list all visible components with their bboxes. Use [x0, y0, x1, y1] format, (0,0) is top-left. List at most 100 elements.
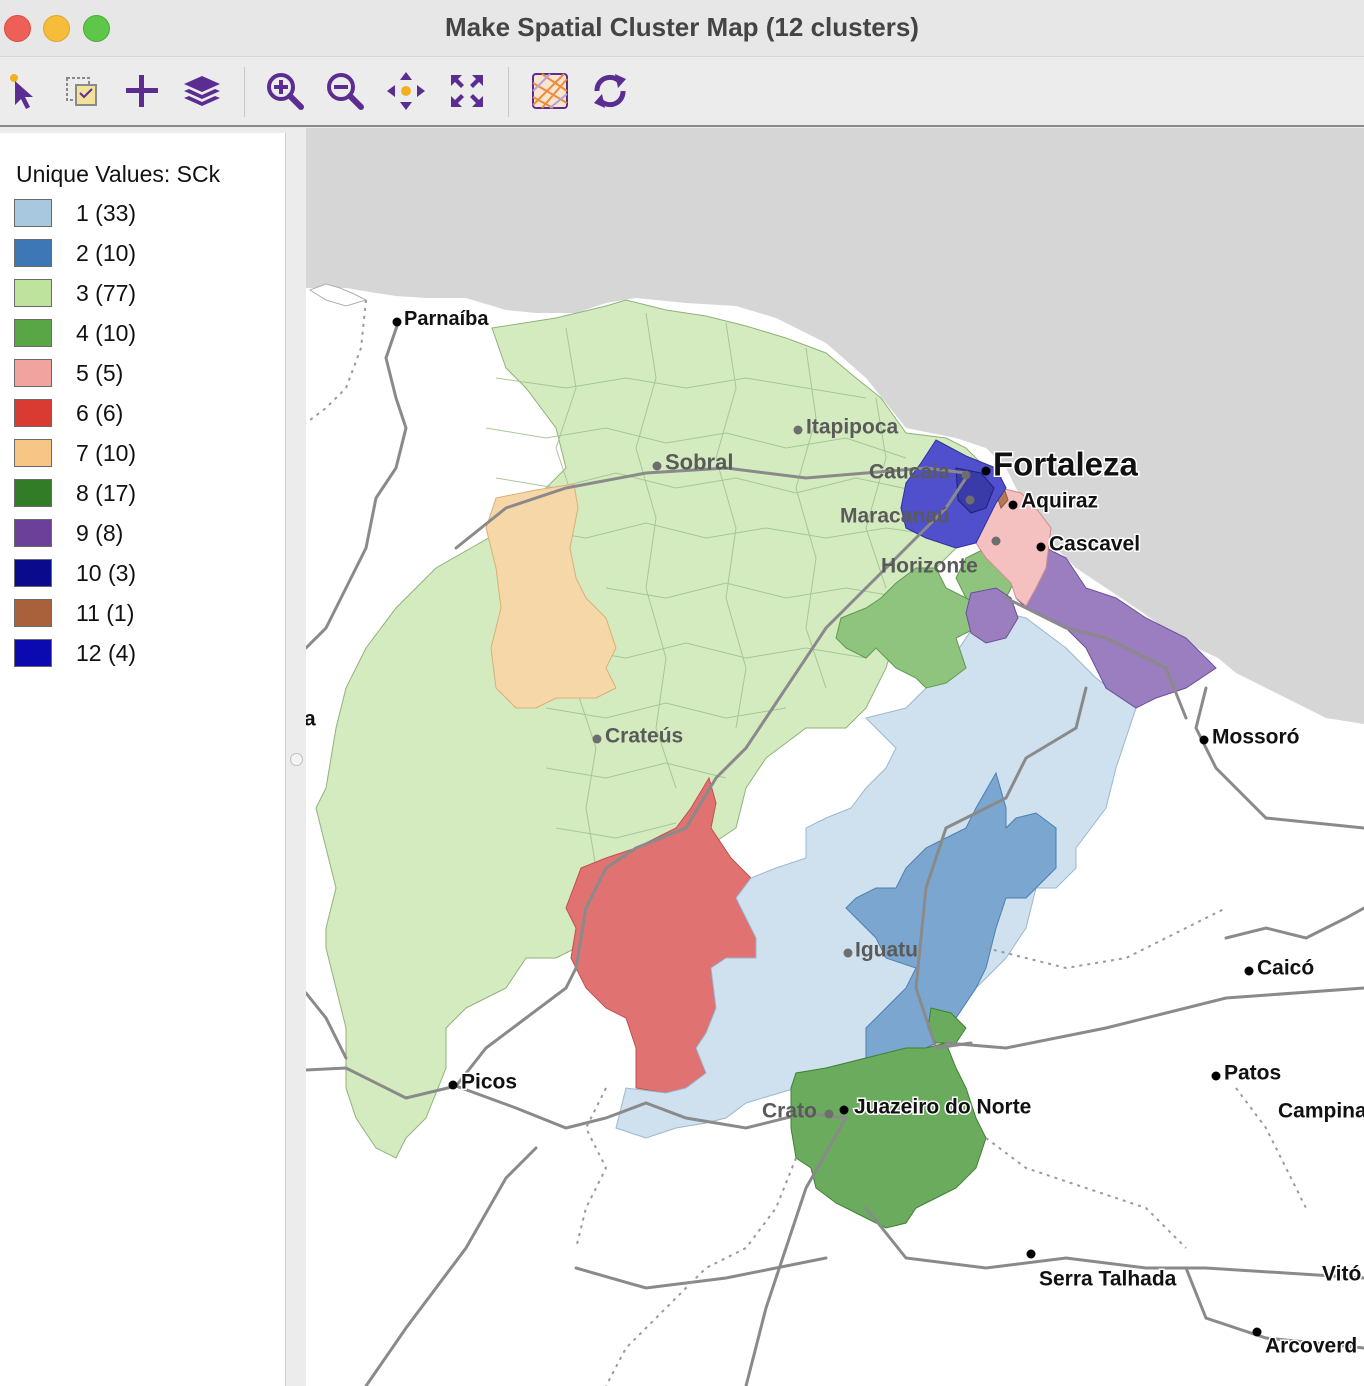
city-marker: a — [306, 706, 318, 732]
legend-item[interactable]: 12 (4) — [14, 639, 274, 671]
legend-label: 9 (8) — [76, 520, 124, 546]
refresh-icon — [594, 74, 626, 108]
city-dot — [1026, 1249, 1036, 1259]
cluster-region-8 — [790, 1042, 987, 1229]
city-label: Arcoverd — [1265, 1334, 1357, 1357]
city-label: Picos — [461, 1070, 517, 1093]
city-marker: Horizonte — [881, 536, 1001, 577]
layers-icon — [184, 76, 220, 106]
city-marker: Campina — [1277, 1098, 1364, 1124]
city-dot — [981, 466, 991, 476]
city-label: Maracanaú — [840, 504, 950, 527]
legend-swatch — [14, 239, 52, 267]
legend-item[interactable]: 9 (8) — [14, 519, 274, 551]
zoom-out-button[interactable] — [323, 69, 367, 113]
city-marker: Itapipoca — [793, 415, 899, 438]
legend-item[interactable]: 7 (10) — [14, 439, 274, 471]
splitter-handle[interactable] — [290, 753, 303, 766]
legend-swatch — [14, 639, 52, 667]
city-marker: Maracanaú — [840, 495, 975, 527]
legend-label: 7 (10) — [76, 440, 137, 466]
city-marker: Mossoró — [1199, 724, 1301, 750]
city-dot — [1252, 1327, 1262, 1337]
legend-item[interactable]: 10 (3) — [14, 559, 274, 591]
pan-button[interactable] — [384, 69, 428, 113]
city-marker: Arcoverd — [1252, 1327, 1359, 1359]
state-boundaries — [306, 299, 1307, 1386]
pointer-icon — [10, 74, 33, 109]
map-canvas[interactable]: Parnaíba Itapipoca Sobral Caucaia Fortaleza A… — [306, 128, 1364, 1386]
city-label: Vitó — [1322, 1262, 1361, 1285]
legend-label: 11 (1) — [76, 600, 135, 626]
maximize-window-button[interactable] — [83, 15, 110, 42]
city-marker: Patos — [1211, 1060, 1283, 1086]
road-network — [306, 321, 1364, 1386]
legend-swatch — [14, 439, 52, 467]
toolbar — [0, 57, 1364, 127]
toolbar-separator — [244, 67, 245, 117]
select-tool-button[interactable] — [2, 69, 46, 113]
legend-label: 2 (10) — [76, 240, 137, 266]
legend-item[interactable]: 1 (33) — [14, 199, 274, 231]
city-dot — [1244, 966, 1254, 976]
legend-item[interactable]: 2 (10) — [14, 239, 274, 271]
title-bar: Make Spatial Cluster Map (12 clusters) — [0, 0, 1364, 57]
layers-button[interactable] — [180, 69, 224, 113]
city-label: Fortaleza — [993, 446, 1139, 483]
legend-swatch — [14, 559, 52, 587]
city-dot — [592, 734, 602, 744]
full-extent-button[interactable] — [445, 69, 489, 113]
window-title: Make Spatial Cluster Map (12 clusters) — [445, 12, 919, 42]
city-dot — [448, 1080, 458, 1090]
city-dot — [1036, 542, 1046, 552]
basemap-icon — [532, 73, 568, 109]
city-marker: Crateús — [592, 724, 683, 747]
minimize-window-button[interactable] — [43, 15, 70, 42]
legend-title: Unique Values: SCk — [16, 161, 221, 187]
legend-panel: Unique Values: SCk 1 (33) 2 (10) 3 (77) 4 (… — [0, 133, 286, 1386]
legend-swatch — [14, 199, 52, 227]
zoom-in-icon — [267, 73, 304, 110]
city-label: Serra Talhada — [1039, 1267, 1177, 1290]
legend-item[interactable]: 4 (10) — [14, 319, 274, 351]
legend-item[interactable]: 6 (6) — [14, 399, 274, 431]
zoom-in-button[interactable] — [263, 69, 307, 113]
map-svg[interactable]: Parnaíba Itapipoca Sobral Caucaia Fortaleza A… — [306, 128, 1364, 1386]
city-dot — [1211, 1071, 1221, 1081]
city-label: Crateús — [605, 724, 683, 747]
city-dot — [793, 425, 803, 435]
city-label: Sobral — [665, 450, 733, 475]
legend-item[interactable]: 5 (5) — [14, 359, 274, 391]
city-marker: Picos — [448, 1069, 519, 1095]
legend-label: 8 (17) — [76, 480, 137, 506]
legend-item[interactable]: 3 (77) — [14, 279, 274, 311]
city-label: Caucaia — [869, 460, 950, 483]
refresh-button[interactable] — [588, 69, 632, 113]
city-marker: Crato — [762, 1099, 834, 1122]
city-dot — [991, 536, 1001, 546]
city-label: Horizonte — [881, 554, 978, 577]
cluster-region-3 — [315, 299, 1007, 1159]
city-dot — [965, 495, 975, 505]
city-dot — [839, 1105, 849, 1115]
city-dot — [824, 1109, 834, 1119]
basemap-button[interactable] — [528, 69, 572, 113]
close-window-button[interactable] — [4, 15, 31, 42]
city-label: Campina — [1278, 1099, 1364, 1122]
pan-icon — [387, 72, 425, 110]
legend-swatch — [14, 359, 52, 387]
legend-swatch — [14, 279, 52, 307]
zoom-out-icon — [327, 73, 364, 110]
municipal-boundaries — [485, 312, 957, 869]
legend-item[interactable]: 11 (1) — [14, 599, 274, 631]
city-marker: Vitó — [1321, 1261, 1363, 1287]
add-layer-button[interactable] — [120, 69, 164, 113]
selection-shape-button[interactable] — [60, 69, 104, 113]
cluster-region-2 — [845, 771, 1057, 1059]
panel-splitter[interactable] — [286, 133, 307, 1386]
legend-label: 1 (33) — [76, 200, 137, 226]
city-marker: Parnaíba — [392, 307, 491, 332]
legend-item[interactable]: 8 (17) — [14, 479, 274, 511]
city-label: Patos — [1224, 1061, 1281, 1084]
legend-label: 4 (10) — [76, 320, 137, 346]
